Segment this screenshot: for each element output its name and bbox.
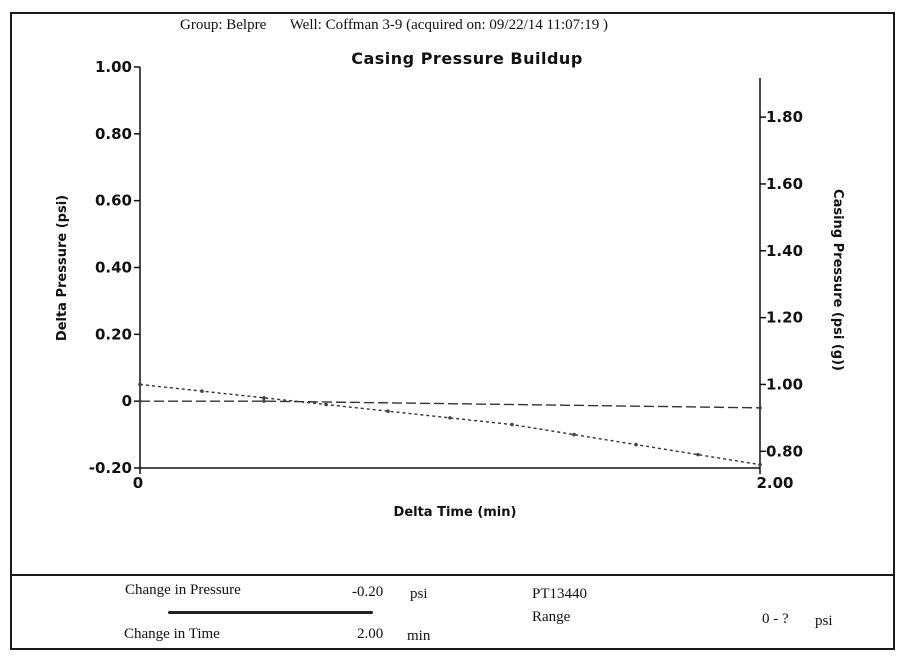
summary-divider xyxy=(10,574,895,576)
data-point xyxy=(696,452,700,457)
y-tick-label: 0 xyxy=(122,392,132,410)
y-tick-label: 0.20 xyxy=(95,325,132,343)
time-change-unit: min xyxy=(407,628,431,644)
series-line-1 xyxy=(139,383,761,466)
y2-tick-label: 1.20 xyxy=(766,309,803,327)
y-tick-label: 1.00 xyxy=(95,58,132,76)
pressure-chart: Casing Pressure Buildup 1.00 0.80 0.60 0.40… xyxy=(55,49,845,520)
y2-tick-label: 1.40 xyxy=(766,242,803,260)
data-point xyxy=(262,396,266,400)
data-point xyxy=(386,409,390,413)
y-tick-label: 0.80 xyxy=(95,125,132,143)
x-tick-label: 2.00 xyxy=(756,474,793,492)
data-point xyxy=(200,389,204,393)
chart-ticks: 1.000.800.600.400.200-0.201.801.601.401.… xyxy=(89,58,803,492)
data-point xyxy=(634,442,638,447)
range-value: 0 - ? xyxy=(762,611,789,627)
pressure-change-unit: psi xyxy=(410,586,428,602)
series-line-0 xyxy=(140,400,761,409)
gauge-id: PT13440 xyxy=(532,586,588,602)
chart-title: Casing Pressure Buildup xyxy=(351,49,583,68)
legend-line xyxy=(168,611,373,614)
report-frame xyxy=(10,12,895,650)
data-point xyxy=(324,402,328,407)
data-point xyxy=(448,416,452,420)
y2-axis-label: Casing Pressure (psi (g)) xyxy=(830,189,845,371)
pressure-change-value: -0.20 xyxy=(352,584,384,600)
range-unit: psi xyxy=(815,613,833,629)
chart-series xyxy=(138,382,762,467)
y-axis-label: Delta Pressure (psi) xyxy=(55,195,70,341)
report-header: Group: Belpre Well: Coffman 3-9 (acquire… xyxy=(180,17,628,34)
x-axis-label: Delta Time (min) xyxy=(394,505,517,520)
group-label: Group: Belpre xyxy=(180,17,267,33)
data-point xyxy=(138,382,142,387)
y2-tick-label: 1.00 xyxy=(766,375,803,393)
y2-tick-label: 0.80 xyxy=(766,442,803,460)
time-change-value: 2.00 xyxy=(357,626,384,642)
data-point xyxy=(510,422,514,427)
y2-tick-label: 1.80 xyxy=(766,108,803,126)
x-tick-label: 0 xyxy=(133,474,143,492)
y-tick-label: 0.40 xyxy=(95,259,132,277)
pressure-change-label: Change in Pressure xyxy=(125,582,241,598)
data-point xyxy=(262,399,266,403)
data-point xyxy=(758,406,762,410)
range-label: Range xyxy=(532,609,571,625)
well-label: Well: Coffman 3-9 (acquired on: 09/22/14… xyxy=(289,17,609,33)
data-point xyxy=(758,462,762,467)
time-change-label: Change in Time xyxy=(124,626,220,642)
data-point xyxy=(138,399,142,403)
y2-tick-label: 1.60 xyxy=(766,175,803,193)
chart-axes xyxy=(139,67,761,469)
y-tick-label: 0.60 xyxy=(95,192,132,210)
data-point xyxy=(572,432,576,437)
y-tick-label: -0.20 xyxy=(89,459,132,477)
